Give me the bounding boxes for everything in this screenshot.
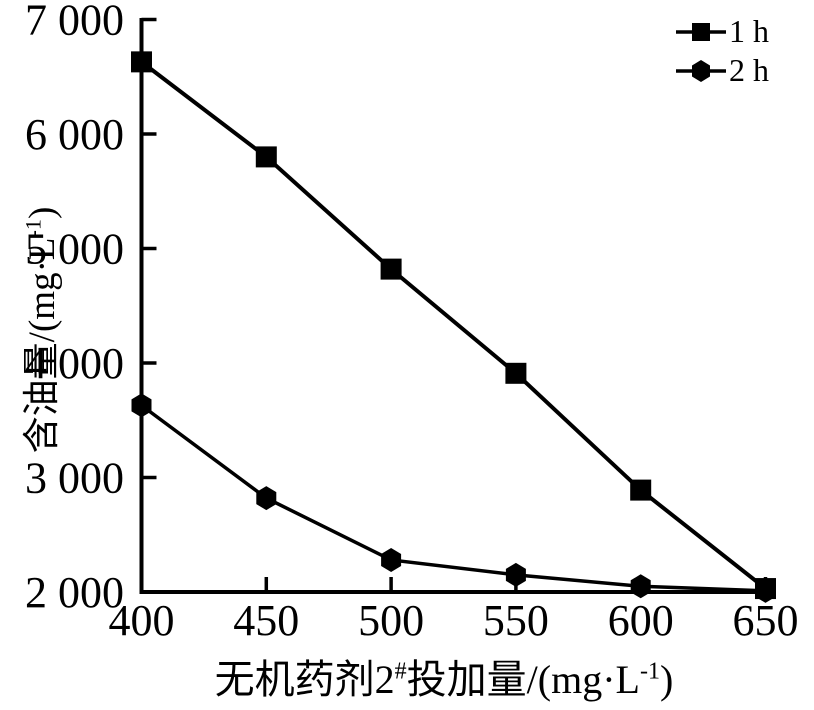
x-axis-title-hash-superscript: # <box>394 658 407 685</box>
data-series-layer <box>131 51 776 603</box>
y-axis-title-text: 含油量/(mg·L <box>22 237 63 454</box>
x-axis-title-suffix: ) <box>659 657 674 702</box>
y-tick-label: 3 000 <box>25 454 124 503</box>
data-point-hexagon-marker <box>755 578 776 603</box>
y-axis-tick-labels: 2 000 3 000 4 000 5 000 6 000 7 000 <box>25 0 124 617</box>
legend-label-2h: 2 h <box>729 52 769 88</box>
data-point-square-marker <box>630 479 652 501</box>
y-axis-title-superscript: -1 <box>20 219 46 238</box>
x-tick-label: 400 <box>109 596 175 645</box>
data-point-hexagon-marker <box>505 562 526 587</box>
y-axis-title-suffix: ) <box>22 206 63 220</box>
data-point-square-marker <box>380 258 402 280</box>
square-marker-icon <box>676 22 726 41</box>
legend: 1 h 2 h <box>676 12 769 90</box>
x-tick-label: 500 <box>358 596 424 645</box>
legend-entry-2h: 2 h <box>676 51 769 90</box>
x-tick-label: 650 <box>733 596 799 645</box>
series-line-2h <box>140 403 766 593</box>
series-line-1h <box>140 60 767 591</box>
y-axis-title: 含油量/(mg·L-1) <box>11 207 65 454</box>
y-tick-label: 2 000 <box>25 568 124 617</box>
y-axis-ticks <box>141 17 157 480</box>
x-axis-title-mid: 投加量/(mg·L <box>406 657 640 702</box>
data-point-hexagon-marker <box>381 547 402 572</box>
x-tick-label: 550 <box>483 596 549 645</box>
data-point-square-marker <box>505 362 527 384</box>
data-point-square-marker <box>131 51 152 73</box>
x-tick-label: 600 <box>608 596 674 645</box>
legend-entry-1h: 1 h <box>676 12 769 51</box>
data-point-hexagon-marker <box>630 574 651 599</box>
x-tick-label: 450 <box>233 596 299 645</box>
y-tick-label: 5 000 <box>25 225 124 274</box>
x-axis-title-exp-superscript: -1 <box>639 658 660 685</box>
x-axis-title: 无机药剂2#投加量/(mg·L-1) <box>215 647 674 705</box>
data-point-hexagon-marker <box>256 486 277 511</box>
y-tick-label: 6 000 <box>25 110 124 159</box>
data-point-hexagon-marker <box>131 393 152 418</box>
data-point-square-marker <box>255 146 277 168</box>
y-tick-label: 4 000 <box>25 339 124 388</box>
axes: 2 000 3 000 4 000 5 000 6 000 7 000 400 450 500… <box>25 0 799 645</box>
y-tick-label: 7 000 <box>25 0 124 45</box>
legend-label-1h: 1 h <box>729 13 769 49</box>
x-axis-title-text: 无机药剂2 <box>214 657 395 702</box>
x-axis-tick-labels: 400 450 500 550 600 650 <box>109 596 799 645</box>
hexagon-marker-icon <box>676 59 726 82</box>
